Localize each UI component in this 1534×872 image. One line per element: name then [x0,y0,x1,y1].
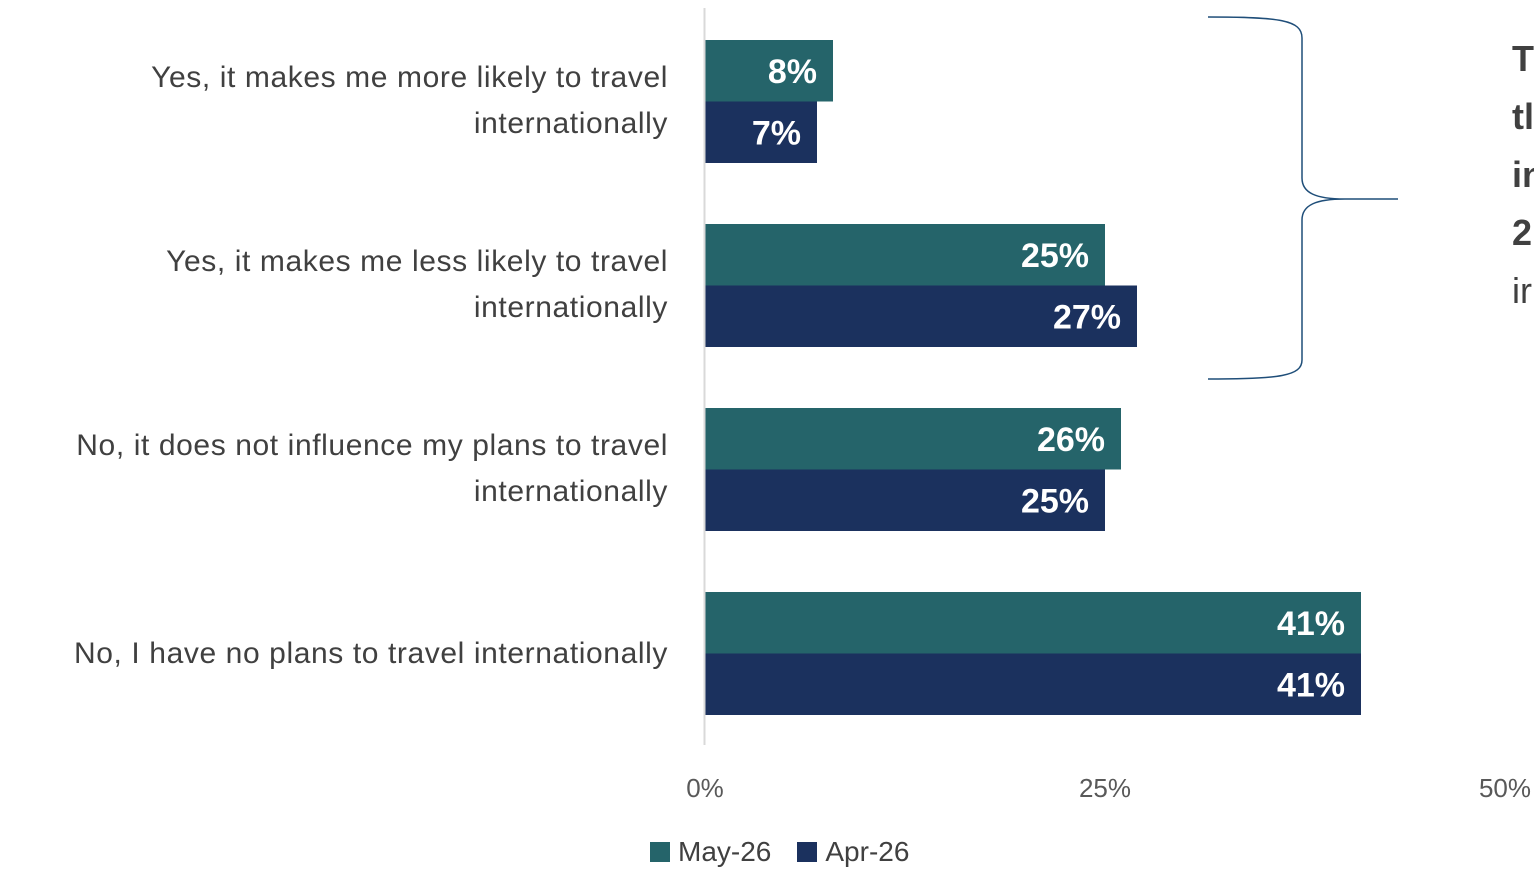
callout-line: ir [1512,270,1532,311]
callout-line: T [1512,38,1534,79]
category-label: Yes, it makes me more likely to travel i… [0,55,668,147]
category-label: Yes, it makes me less likely to travel i… [0,239,668,331]
legend-swatch-apr [797,842,818,862]
bar-value-label: 26% [1037,421,1105,459]
bar-may [705,408,1121,470]
callout-line: in [1512,154,1534,195]
bars-group [705,40,1361,715]
x-tick-label: 0% [686,773,724,803]
category-label-line: No, it does not influence my plans to tr… [76,429,668,462]
bracket-icon [1207,16,1398,380]
category-label-line: Yes, it makes me less likely to travel [166,245,668,278]
bar-apr [705,285,1137,347]
bar-value-label: 41% [1277,605,1345,643]
category-label-line: No, I have no plans to travel internatio… [74,637,668,670]
category-label-line: internationally [473,291,668,324]
bar-apr [705,653,1361,715]
category-label-line: internationally [473,107,668,140]
x-tick-labels-group: 0% 25% 50% [686,773,1531,803]
bar-value-label: 41% [1277,666,1345,704]
bar-labels-group: 8% 25% 26% 41% 7% 27% 25% 41% [752,53,1345,705]
category-label-line: Yes, it makes me more likely to travel [151,61,668,94]
category-label-line: internationally [473,475,668,508]
legend-item-apr: Apr-26 [797,836,909,868]
x-tick-label: 25% [1079,773,1131,803]
x-tick-label: 50% [1479,773,1531,803]
callout-text: T tl in 2 ir [1512,30,1534,320]
legend-label-apr: Apr-26 [825,836,910,867]
bar-apr [705,469,1105,531]
legend-label-may: May-26 [678,836,772,867]
category-label: No, I have no plans to travel internatio… [0,631,668,677]
bar-value-label: 8% [768,53,817,91]
bar-value-label: 25% [1021,237,1089,275]
bar-apr [705,101,817,163]
legend-item-may: May-26 [650,836,771,868]
bar-may [705,224,1105,286]
bar-value-label: 25% [1021,482,1089,520]
legend: May-26 Apr-26 [650,832,909,872]
callout-line: 2 [1512,212,1533,253]
category-label: No, it does not influence my plans to tr… [0,423,668,515]
legend-swatch-may [650,842,670,862]
bar-may [705,592,1361,654]
bar-may [705,40,833,102]
bar-value-label: 7% [752,114,801,152]
bar-value-label: 27% [1053,298,1121,336]
callout-line: tl [1512,96,1534,137]
